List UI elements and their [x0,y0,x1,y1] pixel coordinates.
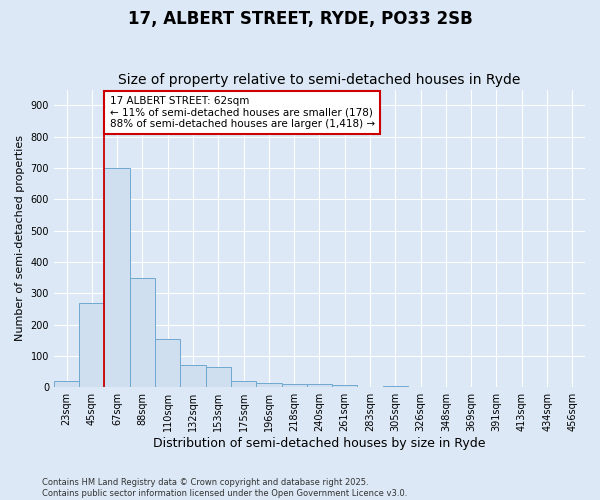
Text: Contains HM Land Registry data © Crown copyright and database right 2025.
Contai: Contains HM Land Registry data © Crown c… [42,478,407,498]
Y-axis label: Number of semi-detached properties: Number of semi-detached properties [15,136,25,342]
Bar [256,382,281,387]
Bar [130,278,155,387]
Bar [181,366,206,387]
Text: 17, ALBERT STREET, RYDE, PO33 2SB: 17, ALBERT STREET, RYDE, PO33 2SB [128,10,472,28]
Bar [231,381,256,387]
Bar [79,302,104,387]
Bar [155,338,181,387]
Text: 17 ALBERT STREET: 62sqm
← 11% of semi-detached houses are smaller (178)
88% of s: 17 ALBERT STREET: 62sqm ← 11% of semi-de… [110,96,374,129]
Bar [104,168,130,387]
Bar [206,367,231,387]
X-axis label: Distribution of semi-detached houses by size in Ryde: Distribution of semi-detached houses by … [153,437,486,450]
Bar [383,386,408,387]
Title: Size of property relative to semi-detached houses in Ryde: Size of property relative to semi-detach… [118,73,521,87]
Bar [54,381,79,387]
Bar [307,384,332,387]
Bar [281,384,307,387]
Bar [332,385,358,387]
